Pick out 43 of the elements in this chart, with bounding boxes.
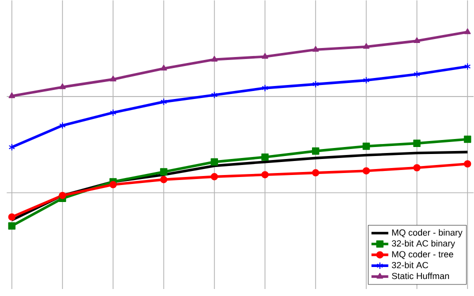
legend-label: MQ coder - tree (392, 251, 454, 260)
point (414, 70, 420, 78)
point (211, 92, 218, 99)
point (8, 92, 16, 98)
legend-label: 32-bit AC (392, 262, 428, 268)
point (413, 140, 421, 148)
point (261, 154, 269, 161)
point (110, 76, 116, 82)
point (58, 192, 66, 200)
point (8, 214, 16, 221)
point (261, 171, 269, 179)
point (160, 168, 168, 176)
point (363, 76, 370, 84)
point (160, 64, 167, 71)
point (362, 167, 370, 175)
point (160, 98, 167, 106)
point (362, 142, 370, 150)
point (262, 53, 268, 59)
point (363, 43, 370, 49)
point (413, 164, 421, 172)
legend-label: Static Huffman (392, 272, 449, 280)
point (110, 109, 116, 116)
point (312, 169, 320, 177)
point (414, 37, 420, 44)
point (262, 84, 268, 92)
point (464, 160, 472, 168)
point (8, 222, 16, 230)
point (464, 28, 471, 34)
point (59, 122, 66, 130)
point (8, 144, 16, 151)
legend-label: 32-bit AC binary (392, 240, 456, 248)
point (312, 46, 319, 52)
point (464, 136, 472, 144)
point (109, 181, 117, 188)
point (210, 173, 218, 180)
legend-label: MQ coder - binary (392, 229, 462, 238)
point (464, 63, 471, 70)
point (59, 84, 66, 90)
point (160, 176, 168, 184)
point (211, 56, 218, 62)
point (312, 148, 320, 155)
point (210, 158, 218, 166)
point (312, 80, 319, 88)
